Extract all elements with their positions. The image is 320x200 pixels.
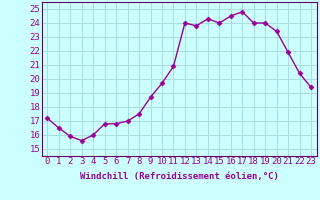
X-axis label: Windchill (Refroidissement éolien,°C): Windchill (Refroidissement éolien,°C)	[80, 172, 279, 181]
